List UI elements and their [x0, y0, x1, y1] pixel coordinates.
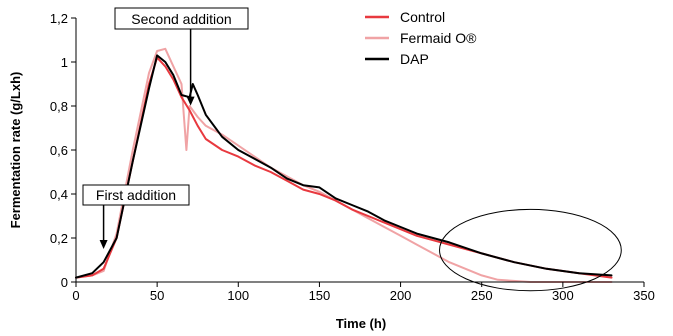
first-addition-label: First addition: [96, 187, 176, 203]
x-tick-label: 350: [633, 288, 655, 303]
x-tick-label: 50: [150, 288, 164, 303]
y-tick-label: 0,8: [50, 99, 68, 114]
axes-layer: 0 50 100 150 200 250 300 350 0 0,2 0,4 0,6 0,8 1 1,2: [50, 11, 655, 303]
y-tick-label: 0,4: [50, 187, 68, 202]
x-tick-label: 300: [552, 288, 574, 303]
legend-label-fermaid: Fermaid O®: [400, 30, 477, 46]
first-addition-box: [82, 184, 190, 206]
second-addition-arrow-head: [186, 96, 195, 106]
second-addition-label: Second addition: [131, 11, 231, 27]
x-tick-label: 0: [72, 288, 79, 303]
legend-label-control: Control: [400, 9, 445, 25]
legend-label-dap: DAP: [400, 51, 429, 67]
x-axis-title: Time (h): [336, 316, 386, 331]
x-tick-label: 250: [471, 288, 493, 303]
legend: Control Fermaid O® DAP: [365, 9, 477, 67]
series-line-control: [75, 56, 613, 279]
y-tick-label: 1: [61, 55, 68, 70]
y-tick-label: 1,2: [50, 11, 68, 26]
y-tick-label: 0: [61, 275, 68, 290]
y-tick-label: 0,2: [50, 231, 68, 246]
series-line-dap: [75, 54, 613, 279]
x-tick-label: 200: [390, 288, 412, 303]
annotation-layer: First addition Second addition: [82, 7, 622, 292]
x-tick-label: 100: [227, 288, 249, 303]
y-axis-title: Fermentation rate (g/Lxh): [8, 72, 23, 229]
series-line-fermaid-o: [75, 47, 613, 283]
second-addition-box: [114, 7, 249, 30]
highlight-ellipse: [439, 208, 622, 292]
x-tick-label: 150: [309, 288, 331, 303]
series-layer: [75, 47, 613, 283]
first-addition-arrow-head: [99, 240, 108, 249]
y-tick-label: 0,6: [50, 143, 68, 158]
